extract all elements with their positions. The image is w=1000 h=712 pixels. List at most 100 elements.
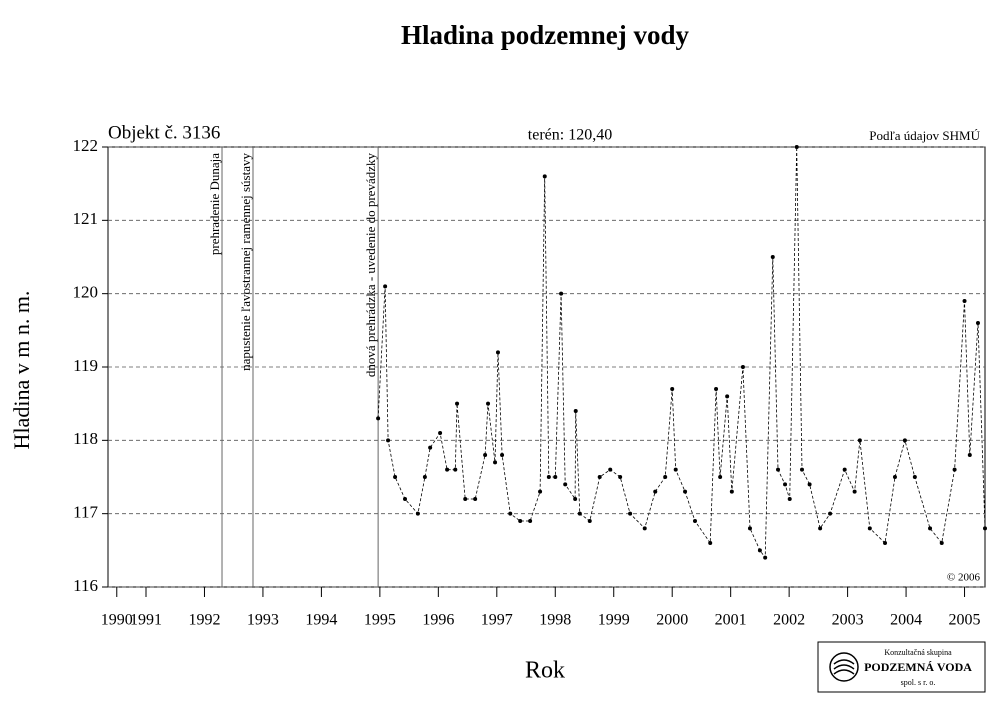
data-point (757, 548, 762, 553)
data-point (445, 467, 450, 472)
chart-title: Hladina podzemnej vody (401, 20, 690, 50)
data-point (902, 438, 907, 443)
data-point (618, 475, 623, 479)
data-point (383, 284, 388, 289)
data-point (483, 453, 488, 457)
data-point (892, 475, 897, 479)
data-point (693, 519, 698, 523)
data-point (508, 511, 513, 516)
x-tick-label: 2003 (832, 612, 864, 629)
data-point (376, 416, 381, 421)
data-point (708, 541, 713, 545)
data-point (718, 475, 723, 479)
data-point (714, 387, 719, 391)
data-point (642, 526, 647, 531)
data-point (794, 145, 799, 149)
event-label: dnová prehrádzka - uvedenie do prevádzky (363, 153, 378, 378)
data-point (500, 453, 505, 457)
data-point (842, 467, 847, 472)
data-point (473, 497, 478, 501)
data-point (495, 350, 500, 355)
data-point (783, 482, 788, 487)
data-point (486, 401, 491, 406)
x-tick-label: 1992 (188, 612, 220, 629)
data-point (403, 497, 408, 501)
data-point (967, 453, 972, 457)
x-tick-label: 1996 (422, 612, 454, 629)
x-tick-label: 1990 (101, 612, 133, 629)
data-point (653, 489, 658, 494)
data-point (577, 511, 582, 516)
data-point (573, 497, 578, 501)
y-tick-label: 122 (73, 136, 99, 155)
data-point (952, 467, 957, 472)
data-point (563, 482, 568, 487)
data-point (528, 519, 533, 523)
x-tick-label: 1993 (247, 612, 279, 629)
y-tick-label: 116 (73, 576, 98, 595)
data-point (883, 541, 888, 545)
logo-line2: PODZEMNÁ VODA (864, 660, 972, 674)
data-point (975, 321, 980, 325)
data-point (763, 555, 768, 560)
x-tick-label: 1991 (130, 612, 162, 629)
x-tick-label: 2001 (715, 612, 747, 629)
data-point (463, 497, 468, 501)
data-point (546, 475, 551, 479)
source: Podľa údajov SHMÚ (869, 128, 980, 143)
data-point (776, 467, 781, 472)
data-point (740, 365, 745, 369)
x-tick-label: 1997 (481, 612, 513, 629)
data-point (867, 526, 872, 531)
data-point (438, 431, 443, 435)
x-tick-label: 1999 (598, 612, 630, 629)
y-tick-label: 120 (73, 283, 99, 302)
terrain-label: terén: 120,40 (528, 127, 612, 144)
y-tick-label: 118 (73, 429, 98, 448)
x-tick-label: 2004 (890, 612, 922, 629)
data-point (542, 174, 547, 179)
data-point (559, 291, 564, 296)
data-point (799, 467, 804, 472)
data-point (663, 475, 668, 479)
data-point (852, 489, 857, 494)
data-point (597, 475, 602, 479)
data-point (807, 482, 812, 487)
x-tick-label: 1994 (305, 612, 337, 629)
data-point (729, 489, 734, 494)
x-tick-label: 2002 (773, 612, 805, 629)
data-point (670, 387, 675, 391)
data-point (747, 526, 752, 531)
event-label: napustenie ľavostrannej ramennej sústavy (238, 153, 253, 371)
data-point (818, 526, 823, 531)
x-tick-label: 2000 (656, 612, 688, 629)
data-point (725, 394, 730, 399)
y-tick-label: 119 (73, 356, 98, 375)
data-point (587, 519, 592, 523)
y-tick-label: 121 (73, 209, 99, 228)
series-line (377, 146, 986, 559)
data-point (573, 409, 578, 413)
data-point (857, 438, 862, 443)
data-point (912, 475, 917, 479)
data-point (673, 467, 678, 472)
data-point (386, 438, 391, 443)
logo-box (817, 641, 986, 693)
data-point (770, 255, 775, 259)
data-point (962, 299, 967, 303)
y-axis-label: Hladina v m n. m. (9, 291, 34, 450)
data-point (683, 489, 688, 494)
data-point (983, 526, 987, 531)
x-tick-label: 2005 (949, 612, 981, 629)
copyright: © 2006 (947, 572, 981, 584)
data-point (393, 475, 398, 479)
data-point (453, 467, 458, 472)
logo-line1: Konzultačná skupina (884, 648, 952, 657)
data-point (428, 445, 433, 450)
x-tick-label: 1998 (539, 612, 571, 629)
logo: Konzultačná skupina PODZEMNÁ VODA spol. … (817, 641, 986, 693)
logo-icon (829, 652, 859, 682)
data-point (628, 511, 633, 516)
y-tick-label: 117 (73, 503, 98, 522)
